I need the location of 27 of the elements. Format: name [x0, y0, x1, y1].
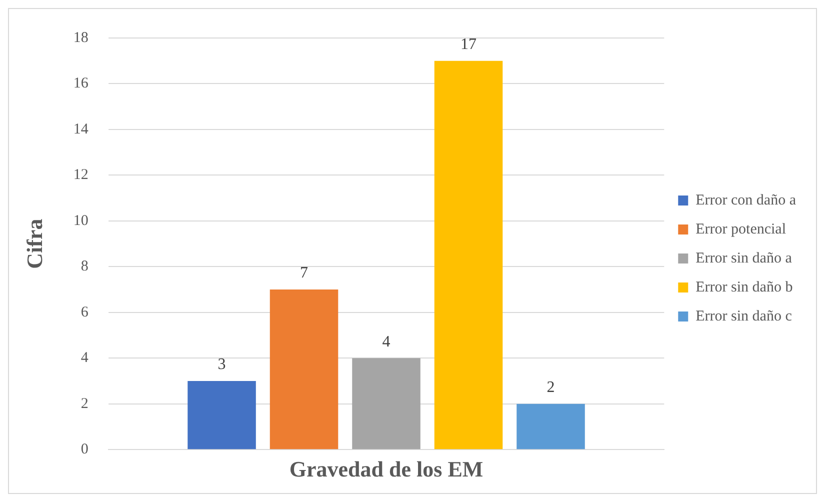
y-tick-label: 16: [73, 76, 89, 92]
legend-label: Error con daño a: [696, 192, 796, 208]
data-label: 3: [218, 356, 226, 374]
bar: [434, 60, 503, 450]
data-label: 2: [546, 379, 555, 396]
data-label: 7: [300, 264, 308, 282]
x-axis-title: Gravedad de los EM: [289, 456, 484, 482]
y-tick-label: 18: [73, 30, 88, 46]
y-axis-title: Cifra: [22, 218, 47, 269]
y-tick-label: 0: [80, 442, 88, 458]
legend-label: Error sin daño c: [696, 308, 792, 324]
y-tick-label: 8: [80, 258, 88, 275]
y-tick-label: 12: [73, 167, 88, 184]
y-tick-label: 14: [73, 121, 89, 138]
data-label: 17: [460, 36, 477, 54]
y-tick-label: 10: [73, 212, 88, 229]
data-label: 4: [382, 333, 390, 350]
bar: [352, 358, 420, 450]
bar: [188, 381, 256, 450]
y-tick-label: 6: [80, 304, 89, 320]
legend-label: Error potencial: [696, 221, 786, 238]
legend-label: Error sin daño b: [696, 279, 793, 296]
y-tick-label: 2: [80, 396, 88, 412]
legend-label: Error sin daño a: [696, 250, 792, 266]
bar: [516, 404, 585, 450]
bar: [270, 290, 338, 450]
y-tick-label: 4: [80, 350, 89, 366]
